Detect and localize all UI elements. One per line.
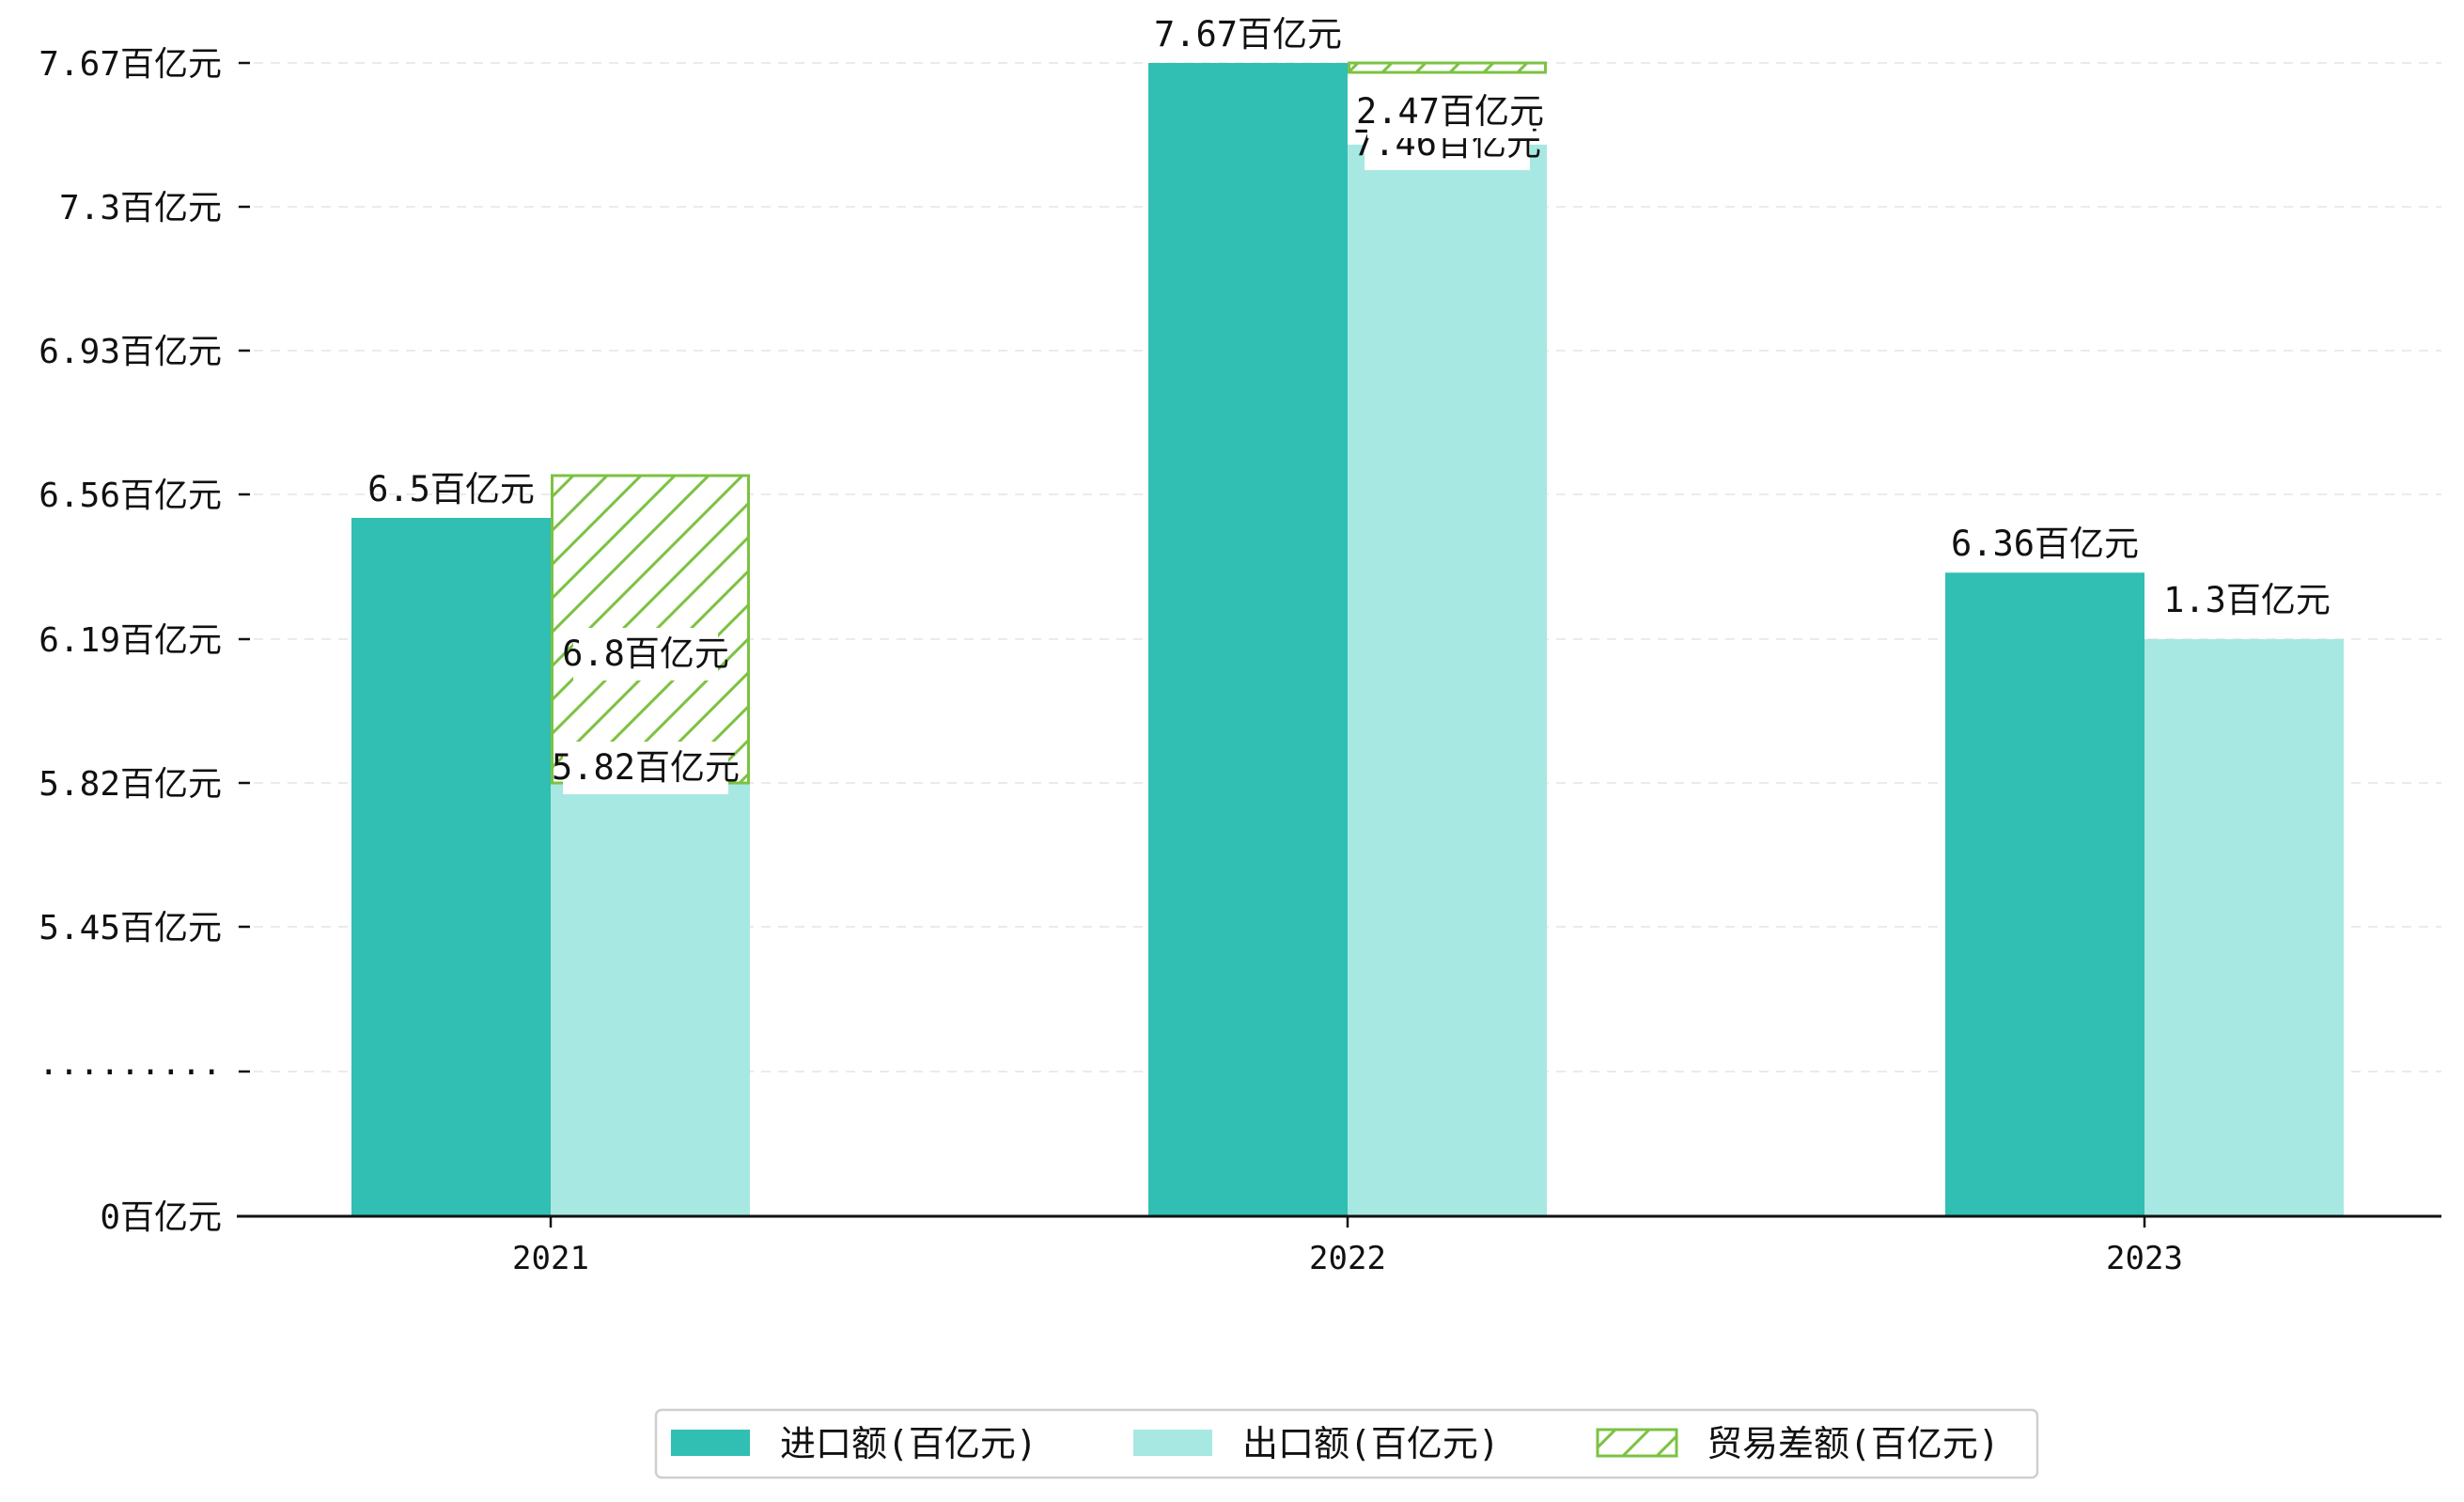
legend: 进口额(百亿元) 出口额(百亿元) 贸易差额(百亿元)	[654, 1408, 2039, 1479]
legend-swatch	[1596, 1428, 1678, 1458]
y-tick-label: 5.45百亿元	[39, 909, 222, 947]
legend-swatch	[1133, 1430, 1212, 1456]
x-tick-label: 2021	[512, 1240, 589, 1277]
data-label: 6.36百亿元	[1951, 524, 2139, 564]
bar-export	[551, 783, 750, 1216]
data-label-background	[573, 628, 718, 681]
y-tick-label: 6.56百亿元	[39, 477, 222, 515]
data-label: 1.3百亿元	[2163, 580, 2331, 620]
bar-export	[1348, 144, 1547, 1216]
y-tick-label: 6.93百亿元	[39, 333, 222, 371]
y-tick-label: ·········	[39, 1054, 222, 1092]
data-label: 5.82百亿元	[552, 747, 740, 788]
axes: 0百亿元 ········· 5.45百亿元 5.82百亿元 6.19百亿元 6.56百亿…	[39, 45, 2441, 1277]
legend-label: 贸易差额(百亿元)	[1707, 1423, 2000, 1464]
legend-swatch	[671, 1430, 750, 1456]
data-label: 6.5百亿元	[367, 469, 535, 509]
y-tick-label: 7.3百亿元	[59, 189, 222, 227]
x-tick-label: 2023	[2106, 1240, 2183, 1277]
data-label: 2.47百亿元	[1356, 91, 1544, 132]
data-label-background	[1367, 86, 1533, 138]
bar-import	[1945, 572, 2144, 1216]
x-tick-label: 2022	[1309, 1240, 1386, 1277]
legend-label: 进口额(百亿元)	[780, 1423, 1037, 1464]
y-tick-label: 0百亿元	[100, 1198, 222, 1237]
y-tick-label: 5.82百亿元	[39, 765, 222, 804]
y-tick-label: 6.19百亿元	[39, 621, 222, 660]
bar-import	[1148, 63, 1348, 1216]
bar-trade-balance	[1348, 61, 1547, 74]
bar-import	[351, 517, 551, 1216]
data-labels: 6.5百亿元6.8百亿元5.82百亿元7.67百亿元7.46百亿元2.47百亿元…	[367, 14, 2331, 794]
data-label-background	[563, 742, 728, 794]
legend-label: 出口额(百亿元)	[1242, 1423, 1500, 1464]
y-tick-label: 7.67百亿元	[39, 45, 222, 84]
bar-export	[2144, 639, 2344, 1216]
data-label-background	[2175, 574, 2319, 627]
data-label: 6.8百亿元	[562, 634, 729, 674]
legend-box	[654, 1408, 2039, 1479]
data-label: 7.67百亿元	[1154, 14, 1342, 55]
